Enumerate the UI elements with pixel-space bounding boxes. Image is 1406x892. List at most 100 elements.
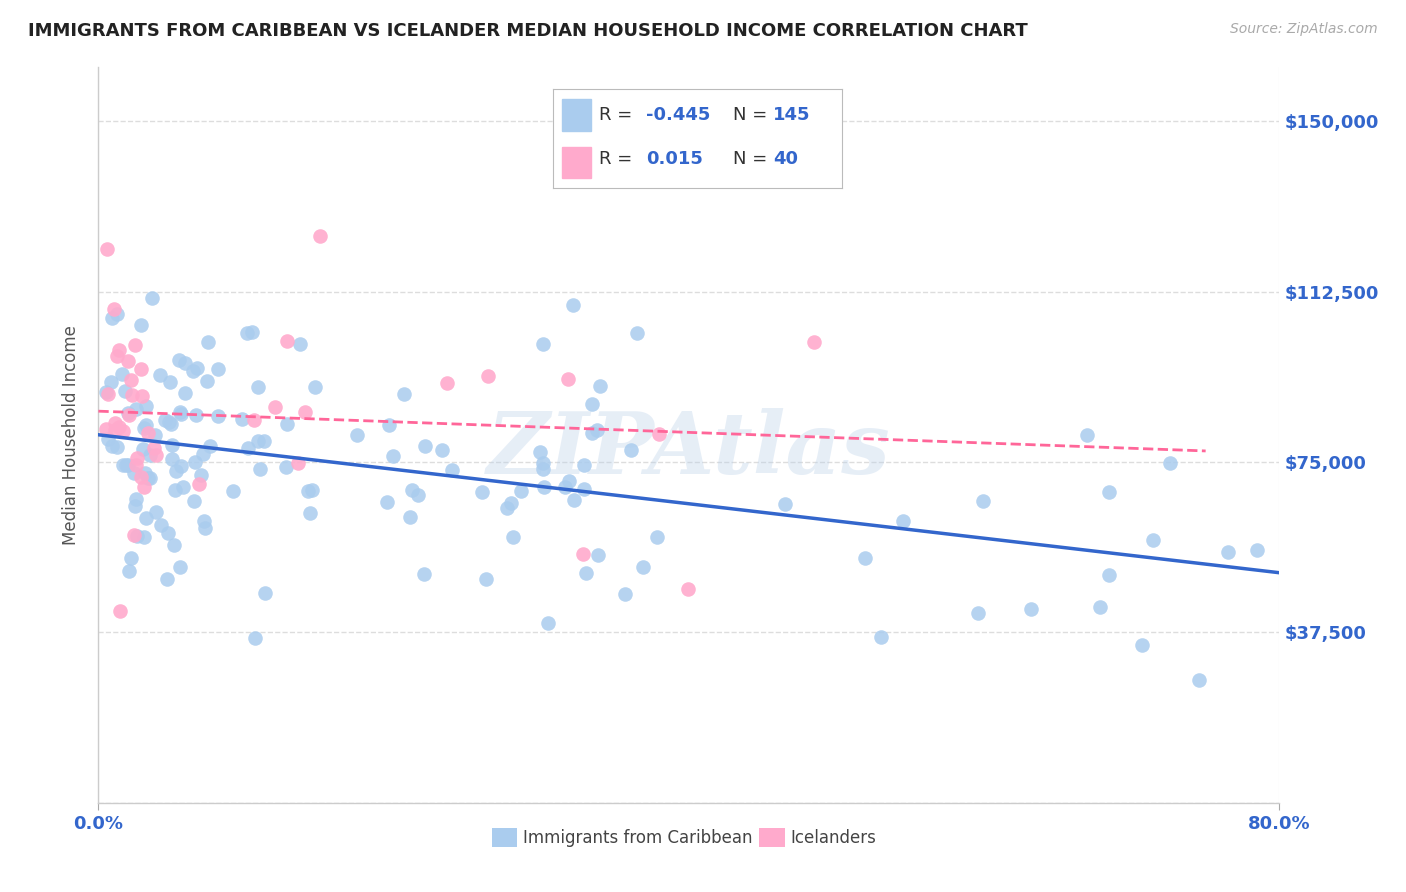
Point (125, 528, 148, 542)
Point (143, 428, 166, 442)
Point (118, 565, 141, 579)
Point (129, 362, 152, 376)
Point (105, 349, 128, 363)
Point (412, 567, 434, 582)
Point (221, 484, 243, 499)
Point (648, 426, 671, 441)
Point (96, 243, 118, 257)
Point (891, 514, 914, 528)
Point (165, 483, 187, 497)
Text: Immigrants from Caribbean: Immigrants from Caribbean (523, 829, 752, 847)
Point (243, 413, 266, 427)
Point (183, 493, 205, 508)
Point (561, 298, 583, 312)
Point (613, 587, 636, 601)
Point (253, 434, 276, 448)
Point (188, 476, 211, 491)
Point (117, 406, 139, 420)
Point (160, 417, 183, 431)
Point (135, 418, 157, 433)
Point (149, 368, 172, 382)
Point (124, 402, 146, 417)
Point (1188, 673, 1211, 687)
Point (803, 335, 825, 350)
Point (502, 530, 524, 544)
Point (149, 517, 172, 532)
Point (170, 407, 193, 421)
Point (626, 326, 648, 340)
Point (160, 438, 183, 452)
Point (966, 606, 988, 620)
Point (108, 604, 131, 618)
Point (97, 432, 120, 446)
Point (169, 405, 191, 419)
Point (399, 510, 422, 524)
Point (243, 632, 266, 646)
Point (134, 531, 156, 545)
Point (238, 442, 260, 456)
Point (589, 379, 612, 393)
Point (529, 445, 551, 459)
Point (378, 418, 401, 433)
Point (240, 325, 263, 339)
Point (287, 456, 309, 470)
Point (169, 559, 191, 574)
Point (299, 506, 322, 520)
Point (499, 496, 522, 510)
Point (246, 434, 269, 448)
Text: Source: ZipAtlas.com: Source: ZipAtlas.com (1230, 22, 1378, 37)
Point (112, 458, 135, 472)
Point (186, 408, 208, 422)
Point (157, 526, 180, 541)
Point (533, 456, 555, 470)
Point (100, 310, 122, 325)
Point (195, 374, 218, 388)
Point (401, 483, 423, 497)
Point (1216, 545, 1239, 559)
Point (413, 439, 436, 453)
Point (585, 424, 607, 438)
Point (406, 488, 429, 502)
Point (537, 615, 560, 630)
Point (264, 400, 287, 414)
Point (121, 388, 143, 402)
Point (186, 361, 208, 376)
Point (97, 387, 120, 401)
Point (117, 458, 139, 472)
Point (475, 572, 498, 586)
Point (135, 399, 157, 413)
Point (117, 354, 139, 368)
Point (94, 385, 117, 400)
Point (131, 442, 153, 457)
Point (132, 421, 155, 435)
Point (304, 380, 326, 394)
Point (94, 422, 117, 436)
Point (131, 389, 153, 403)
Point (157, 415, 180, 429)
Point (1098, 484, 1121, 499)
Point (620, 442, 643, 457)
Point (100, 375, 122, 389)
Point (122, 466, 145, 480)
Point (249, 462, 271, 476)
Point (124, 527, 146, 541)
Point (174, 356, 197, 370)
Point (163, 538, 186, 552)
Point (103, 423, 125, 437)
Point (276, 334, 298, 348)
Point (1246, 543, 1268, 558)
Point (165, 464, 187, 478)
Point (138, 425, 160, 440)
Point (253, 586, 276, 600)
Point (193, 515, 215, 529)
Point (143, 441, 166, 455)
Point (430, 443, 453, 458)
Point (190, 468, 212, 483)
Point (169, 353, 191, 368)
Point (586, 548, 609, 562)
Point (869, 630, 891, 644)
Point (174, 386, 197, 401)
Point (274, 459, 297, 474)
Point (135, 510, 157, 524)
Point (471, 484, 494, 499)
